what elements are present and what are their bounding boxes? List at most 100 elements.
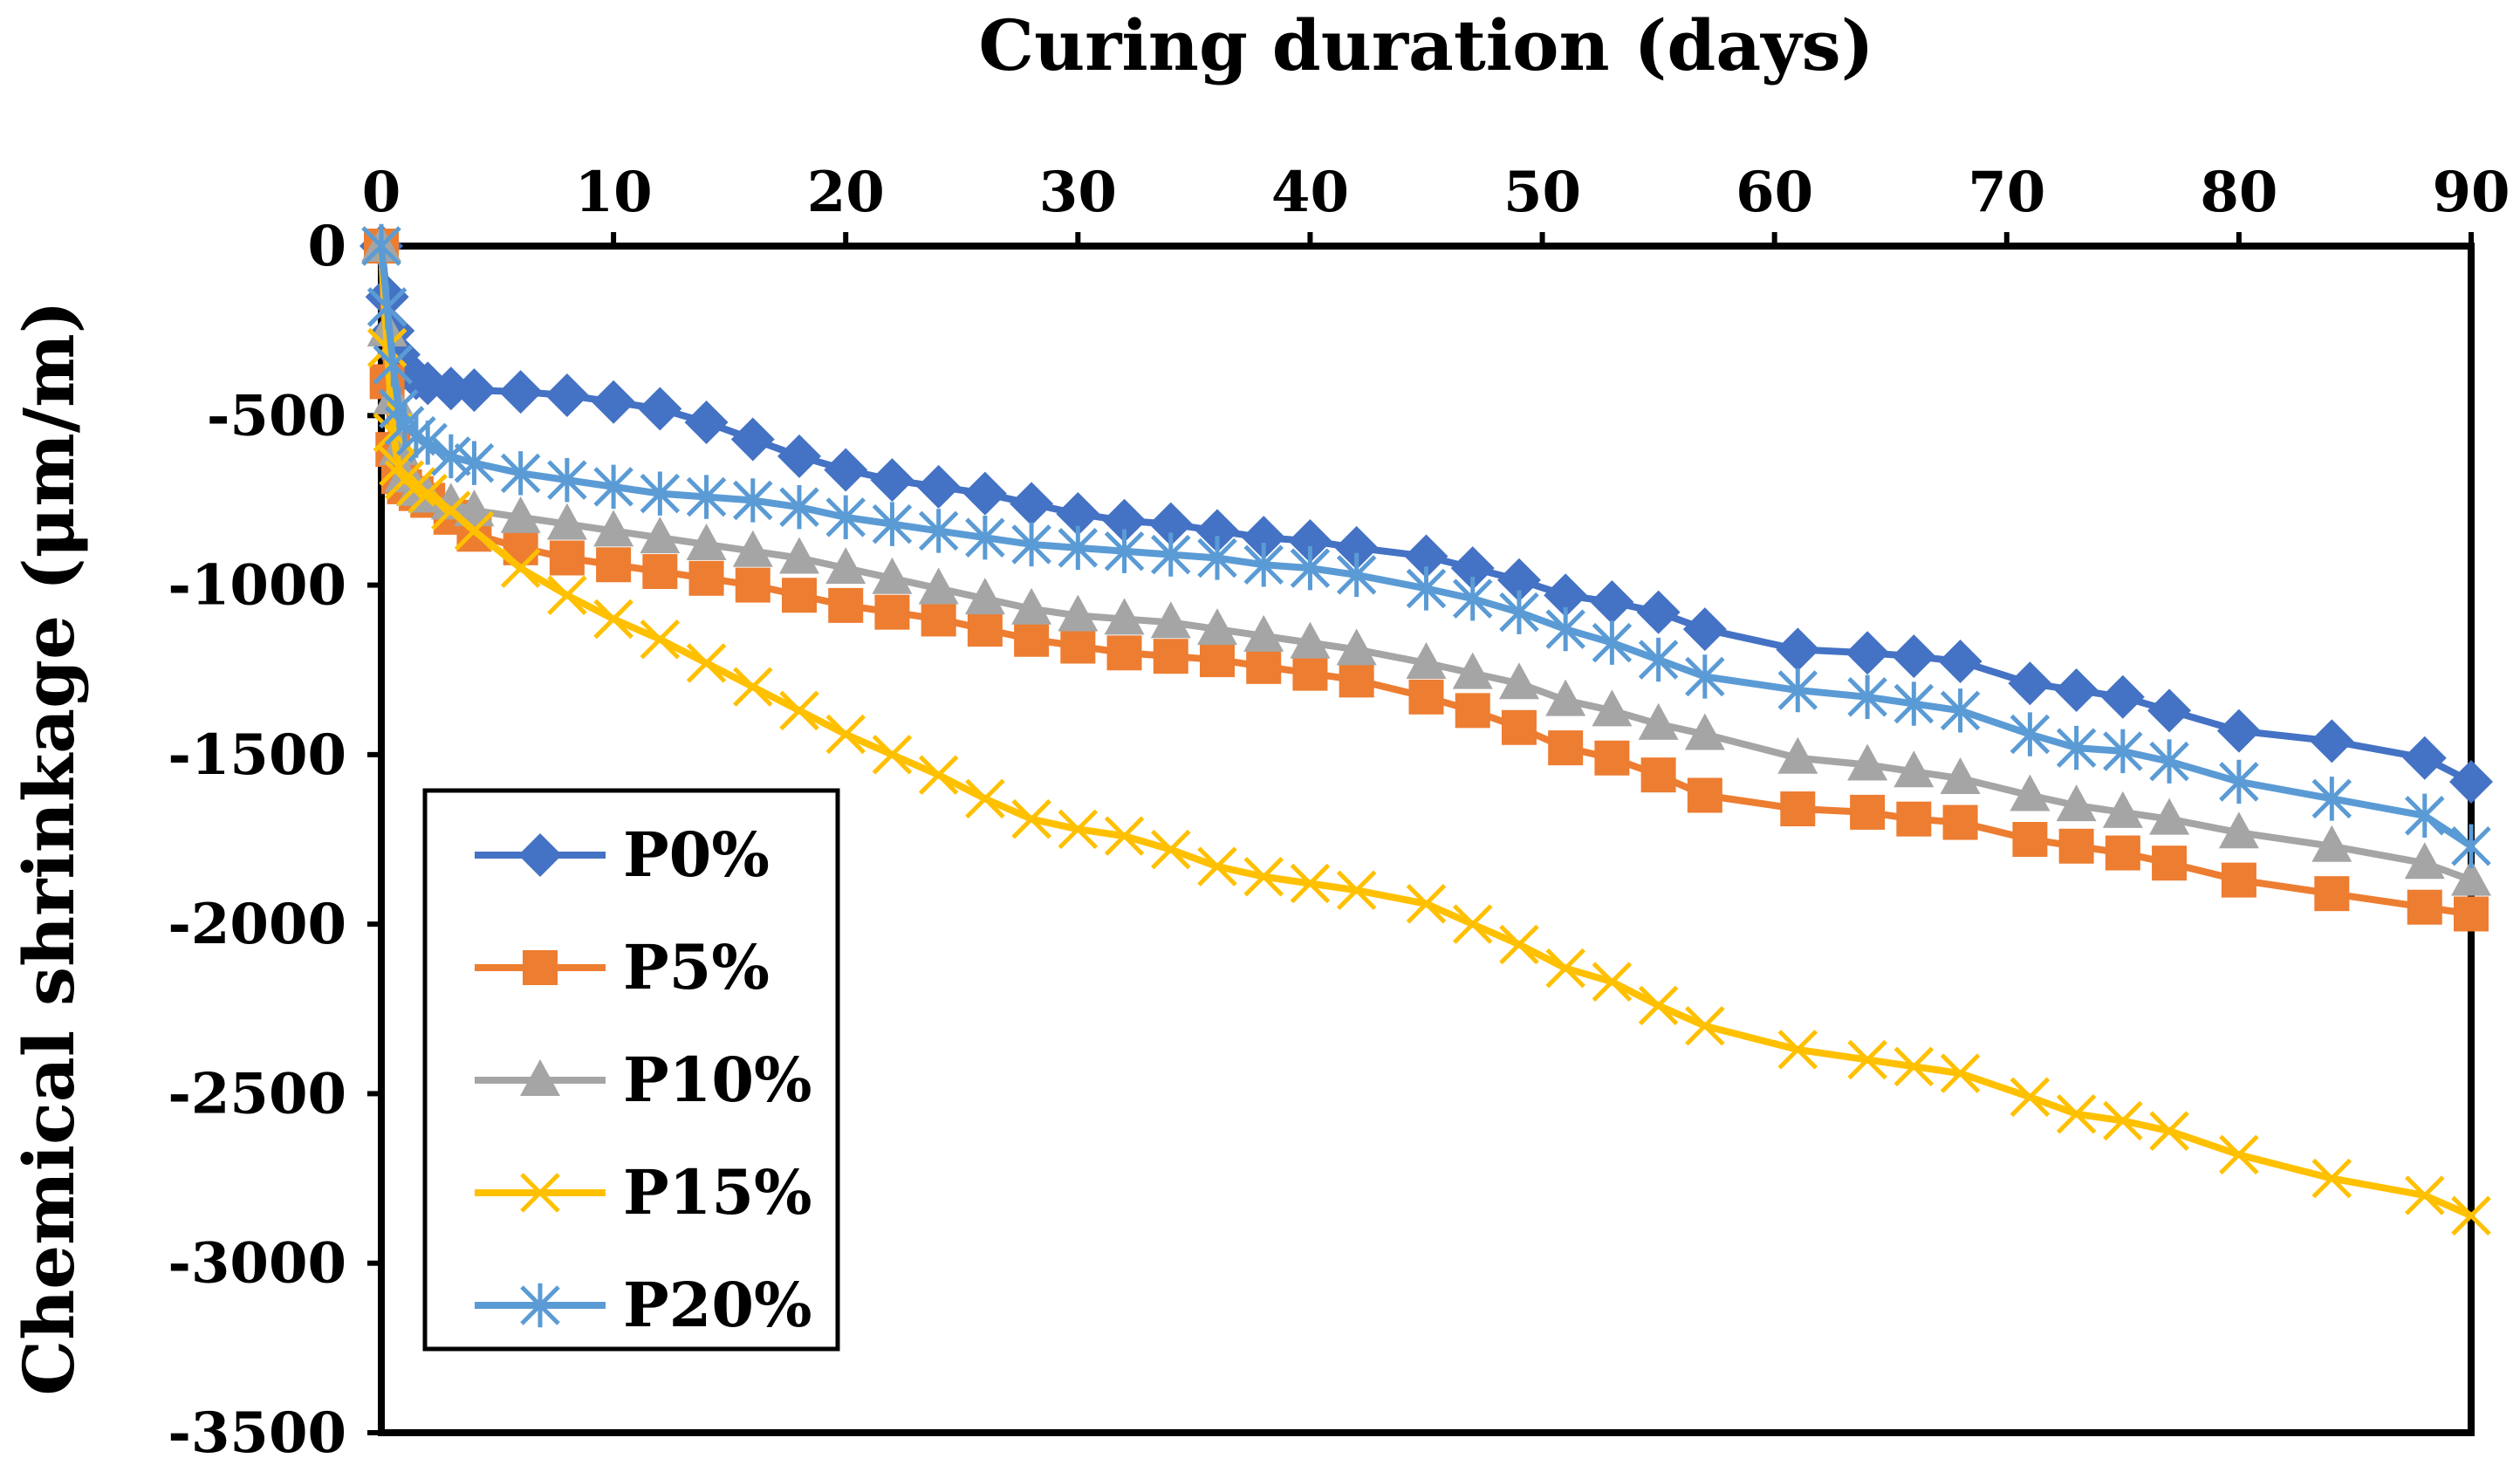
- data-point: [2010, 712, 2051, 756]
- data-point: [1406, 641, 1447, 679]
- data-point: [1334, 525, 1379, 570]
- legend-item: P20%: [475, 1269, 812, 1341]
- data-point: [1336, 628, 1377, 666]
- data-point: [1455, 693, 1490, 729]
- data-point: [1011, 587, 1052, 625]
- data-point: [2404, 842, 2445, 880]
- data-point: [2056, 784, 2097, 822]
- data-point: [2010, 1077, 2051, 1118]
- data-point: [1010, 482, 1054, 526]
- data-point: [1684, 713, 1725, 750]
- legend-box: [422, 788, 840, 1352]
- data-point: [593, 510, 634, 547]
- x-axis-ticks: 0 10 20 30 40 50 60 70 80 90: [362, 160, 2510, 246]
- data-point: [2152, 845, 2188, 881]
- data-point: [430, 483, 471, 520]
- data-point: [1404, 534, 1448, 578]
- data-point: [967, 612, 1003, 647]
- data-point: [1892, 634, 1936, 679]
- data-point: [2451, 824, 2491, 868]
- data-point: [1336, 870, 1377, 911]
- data-point: [1496, 558, 1541, 602]
- data-point: [2311, 777, 2352, 821]
- data-point: [686, 523, 727, 560]
- data-point: [686, 475, 727, 519]
- data-point: [777, 434, 821, 478]
- data-point: [2405, 793, 2445, 838]
- data-point: [1847, 674, 1887, 719]
- data-point: [1148, 502, 1193, 546]
- data-point: [1544, 573, 1588, 618]
- y-tick-label: -3000: [168, 1231, 346, 1297]
- data-point: [2402, 736, 2447, 780]
- data-point: [1592, 689, 1633, 727]
- legend-label: P15%: [623, 1156, 812, 1229]
- data-point: [733, 478, 773, 523]
- data-point: [2056, 1093, 2097, 1134]
- data-point: [2311, 825, 2352, 862]
- data-point: [1243, 614, 1284, 652]
- series-P20%: [361, 223, 2491, 868]
- data-point: [918, 567, 959, 605]
- data-point: [1685, 1005, 1725, 1046]
- data-point: [1777, 1030, 1818, 1070]
- legend-item: P0%: [475, 818, 770, 891]
- series-P0%: [360, 224, 2493, 804]
- data-point: [1058, 594, 1099, 632]
- data-point: [1499, 924, 1539, 965]
- data-point: [1014, 621, 1050, 657]
- data-point: [2449, 759, 2493, 804]
- data-point: [366, 284, 407, 330]
- data-point: [1151, 532, 1191, 577]
- data-point: [544, 373, 589, 417]
- data-point: [779, 537, 819, 574]
- data-point: [1104, 816, 1145, 856]
- data-point: [549, 540, 585, 576]
- data-point: [2314, 876, 2350, 912]
- data-point: [2056, 725, 2097, 770]
- data-point: [638, 387, 682, 431]
- data-point: [2058, 828, 2094, 864]
- data-point: [407, 473, 448, 514]
- x-axis-title: Curing duration (days): [978, 4, 1873, 86]
- data-point: [1940, 757, 1981, 795]
- data-point: [1893, 681, 1935, 726]
- data-point: [828, 587, 864, 623]
- data-point: [2149, 739, 2189, 784]
- data-point: [916, 464, 961, 509]
- data-point: [431, 434, 471, 479]
- data-point: [730, 417, 775, 462]
- data-point: [1545, 679, 1586, 716]
- data-point: [684, 400, 729, 445]
- legend-item: P5%: [475, 931, 770, 1003]
- data-point: [1545, 948, 1585, 989]
- data-point: [1336, 552, 1377, 598]
- data-point: [640, 471, 681, 516]
- data-point: [1590, 580, 1634, 624]
- data-point: [498, 370, 543, 414]
- data-point: [1594, 740, 1630, 776]
- legend-label: P5%: [623, 931, 770, 1003]
- data-point: [2010, 774, 2051, 811]
- data-point: [396, 467, 436, 507]
- data-point: [596, 547, 632, 583]
- data-point: [1058, 809, 1099, 850]
- data-point: [918, 755, 959, 795]
- data-point: [1011, 522, 1051, 567]
- data-point: [1339, 662, 1374, 698]
- data-point: [361, 223, 401, 269]
- data-point: [1452, 576, 1493, 621]
- x-tick-label: 30: [1039, 160, 1117, 225]
- y-axis-ticks: 0 -500 -1000 -1500 -2000 -2500 -3000 -3500: [168, 214, 381, 1465]
- data-point: [1288, 519, 1332, 564]
- data-point: [874, 594, 910, 630]
- data-point: [1450, 546, 1495, 591]
- x-tick-label: 20: [807, 160, 885, 225]
- data-point: [407, 421, 448, 465]
- data-point: [2105, 835, 2140, 871]
- data-point: [547, 457, 587, 503]
- data-point: [1777, 736, 1818, 774]
- data-point: [384, 460, 425, 500]
- data-point: [1243, 543, 1284, 587]
